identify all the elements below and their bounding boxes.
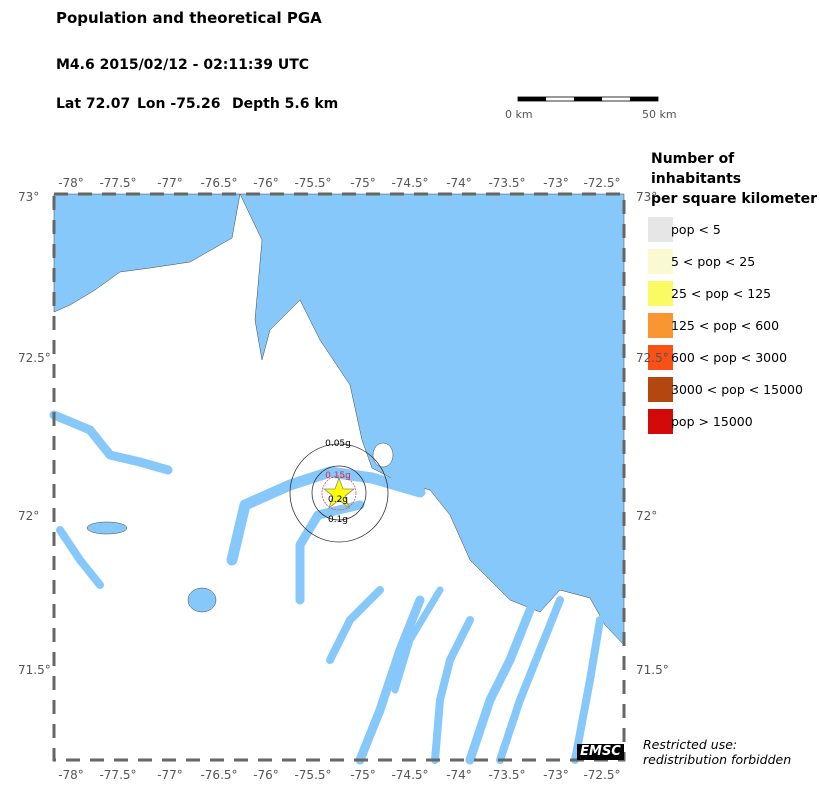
map-area: 0.05g 0.15g 0.2g 0.1g	[49, 192, 626, 765]
legend-label: pop > 15000	[671, 414, 753, 429]
lat-tick-right: 71.5°	[636, 663, 669, 677]
lon-tick-top: -75.5°	[294, 176, 332, 190]
island	[372, 442, 394, 468]
legend-item: pop > 15000	[648, 409, 753, 434]
legend-label: 25 < pop < 125	[671, 286, 772, 301]
rivers-fjords	[49, 410, 604, 765]
depth: Depth 5.6 km	[232, 96, 339, 112]
water-bodies	[53, 193, 625, 646]
pga-label-02: 0.2g	[328, 495, 348, 505]
legend-item: pop < 5	[648, 217, 721, 242]
scale-start: 0 km	[505, 108, 533, 121]
map-title: Population and theoretical PGA	[56, 9, 322, 27]
legend-title: Number of inhabitants per square kilomet…	[651, 149, 820, 209]
lon-tick-bottom: -72.5°	[583, 768, 621, 782]
pga-label-005: 0.05g	[325, 439, 351, 449]
legend-title-line2: per square kilometer	[651, 191, 818, 207]
lon-tick-top: -73°	[543, 176, 569, 190]
lat-tick-left: 71.5°	[18, 663, 51, 677]
lon-tick-top: -76°	[253, 176, 279, 190]
lon-tick-bottom: -77.5°	[99, 768, 137, 782]
legend-swatch	[648, 249, 673, 274]
lon-tick-bottom: -76.5°	[200, 768, 238, 782]
lat-tick-left: 73°	[18, 190, 40, 204]
legend-swatch	[648, 377, 673, 402]
usage-note: Restricted use: redistribution forbidden	[643, 737, 791, 767]
lat-tick-left: 72.5°	[18, 351, 51, 365]
legend-swatch	[648, 313, 673, 338]
emsc-logo: EMSC	[577, 744, 624, 760]
lon-tick-bottom: -74.5°	[391, 768, 429, 782]
legend-label: 5 < pop < 25	[671, 254, 756, 269]
map-frame	[52, 192, 626, 762]
lon-tick-bottom: -74°	[446, 768, 472, 782]
lon-tick-top: -75°	[350, 176, 376, 190]
lon-tick-top: -73.5°	[488, 176, 526, 190]
legend-title-line1: Number of inhabitants	[651, 151, 742, 187]
scale-end: 50 km	[642, 108, 677, 121]
longitude: Lon -75.26	[137, 96, 221, 112]
lon-tick-bottom: -73.5°	[488, 768, 526, 782]
lon-tick-bottom: -75°	[350, 768, 376, 782]
legend-swatch	[648, 345, 673, 370]
lon-tick-bottom: -77°	[157, 768, 183, 782]
pga-label-01: 0.1g	[328, 515, 348, 525]
lon-tick-bottom: -76°	[253, 768, 279, 782]
scale-bar	[517, 96, 659, 102]
lon-tick-bottom: -75.5°	[294, 768, 332, 782]
legend-label: 3000 < pop < 15000	[671, 382, 803, 397]
lon-tick-bottom: -78°	[58, 768, 84, 782]
lat-tick-left: 72°	[18, 509, 40, 523]
legend-item: 3000 < pop < 15000	[648, 377, 803, 402]
note-line2: redistribution forbidden	[643, 752, 792, 767]
lon-tick-top: -77.5°	[99, 176, 137, 190]
legend-swatch	[648, 409, 673, 434]
lon-tick-top: -76.5°	[200, 176, 238, 190]
lon-tick-top: -78°	[58, 176, 84, 190]
pga-label-015: 0.15g	[325, 471, 351, 481]
lon-tick-bottom: -73°	[543, 768, 569, 782]
legend-label: pop < 5	[671, 222, 721, 237]
legend-item: 125 < pop < 600	[648, 313, 779, 338]
lat-tick-right: 72.5°	[636, 351, 669, 365]
pga-contours	[289, 443, 389, 543]
legend-label: 125 < pop < 600	[671, 318, 780, 333]
note-line1: Restricted use:	[643, 737, 738, 752]
event-info: M4.6 2015/02/12 - 02:11:39 UTC	[56, 57, 310, 73]
lon-tick-top: -72.5°	[583, 176, 621, 190]
star-icon	[322, 476, 356, 510]
legend-swatch	[648, 217, 673, 242]
lat-tick-right: 73°	[636, 190, 658, 204]
latitude: Lat 72.07	[56, 96, 131, 112]
legend-item: 25 < pop < 125	[648, 281, 771, 306]
legend-item: 5 < pop < 25	[648, 249, 755, 274]
lat-tick-right: 72°	[636, 509, 658, 523]
lon-tick-top: -74°	[446, 176, 472, 190]
lon-tick-top: -77°	[157, 176, 183, 190]
legend-label: 600 < pop < 3000	[671, 350, 788, 365]
legend-item: 600 < pop < 3000	[648, 345, 787, 370]
legend-swatch	[648, 281, 673, 306]
lon-tick-top: -74.5°	[391, 176, 429, 190]
